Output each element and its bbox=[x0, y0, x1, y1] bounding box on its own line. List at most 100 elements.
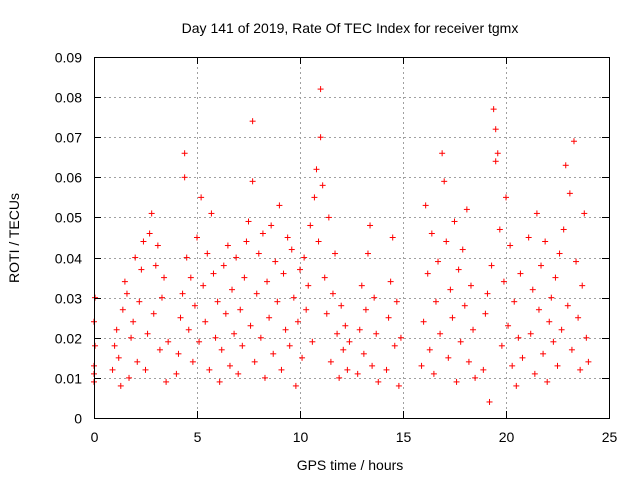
data-point bbox=[575, 314, 582, 321]
data-point bbox=[119, 306, 126, 313]
data-point bbox=[441, 178, 448, 185]
data-point bbox=[387, 278, 394, 285]
data-point bbox=[562, 162, 569, 169]
data-point bbox=[505, 322, 512, 329]
data-point bbox=[369, 362, 376, 369]
data-point bbox=[548, 294, 555, 301]
y-tick-label: 0.08 bbox=[55, 90, 82, 106]
data-point bbox=[525, 234, 532, 241]
data-point bbox=[507, 242, 514, 249]
data-point bbox=[418, 362, 425, 369]
y-tick-labels: 0 0.01 0.02 0.03 0.04 0.05 0.06 0.07 0.08 0.09 bbox=[55, 50, 82, 427]
grid-lines bbox=[94, 57, 609, 418]
data-point bbox=[311, 194, 318, 201]
data-point bbox=[175, 350, 182, 357]
y-tick-label: 0.03 bbox=[55, 291, 82, 307]
data-point bbox=[313, 166, 320, 173]
data-point bbox=[445, 354, 452, 361]
data-point bbox=[249, 178, 256, 185]
data-point bbox=[362, 306, 369, 313]
data-point bbox=[447, 286, 454, 293]
data-point bbox=[461, 302, 468, 309]
data-point bbox=[282, 326, 289, 333]
data-point bbox=[138, 266, 145, 273]
data-point bbox=[181, 150, 188, 157]
data-point bbox=[194, 234, 200, 241]
data-point bbox=[432, 298, 439, 305]
data-point bbox=[297, 266, 303, 273]
data-point bbox=[556, 250, 563, 257]
data-point bbox=[270, 350, 277, 357]
x-tick-labels: 0 5 10 15 20 25 bbox=[91, 429, 618, 445]
data-point bbox=[204, 250, 211, 257]
data-point bbox=[435, 258, 442, 265]
data-point bbox=[568, 346, 575, 353]
data-point bbox=[239, 342, 246, 349]
y-tick-label: 0.09 bbox=[55, 50, 82, 66]
data-point bbox=[92, 294, 99, 301]
data-point bbox=[278, 366, 285, 373]
data-point bbox=[511, 298, 518, 305]
data-point bbox=[212, 334, 219, 341]
data-point bbox=[490, 106, 497, 113]
data-point bbox=[144, 330, 151, 337]
data-point bbox=[121, 278, 128, 285]
data-point bbox=[509, 362, 516, 369]
data-point bbox=[480, 366, 487, 373]
data-point bbox=[373, 330, 380, 337]
data-point bbox=[235, 370, 242, 377]
data-point bbox=[496, 226, 503, 233]
data-point bbox=[266, 314, 273, 321]
data-point bbox=[117, 382, 124, 389]
data-point bbox=[210, 270, 217, 277]
data-point bbox=[494, 150, 501, 157]
data-point bbox=[449, 314, 456, 321]
data-point bbox=[389, 234, 396, 241]
data-point bbox=[272, 258, 279, 265]
data-point bbox=[132, 254, 139, 261]
data-point bbox=[513, 382, 520, 389]
data-point bbox=[158, 294, 165, 301]
data-point bbox=[332, 250, 339, 257]
data-point bbox=[364, 250, 371, 257]
data-point bbox=[336, 374, 343, 381]
data-point bbox=[224, 242, 231, 249]
data-point bbox=[255, 250, 262, 257]
data-point bbox=[560, 226, 567, 233]
data-point bbox=[542, 238, 549, 245]
data-point bbox=[492, 126, 499, 133]
data-point bbox=[309, 338, 316, 345]
data-point bbox=[247, 322, 254, 329]
data-point bbox=[198, 194, 205, 201]
data-point bbox=[531, 370, 538, 377]
data-point bbox=[229, 286, 236, 293]
data-point bbox=[424, 270, 431, 277]
data-point bbox=[191, 302, 198, 309]
data-point bbox=[579, 282, 586, 289]
data-point bbox=[570, 138, 577, 145]
data-point bbox=[329, 290, 336, 297]
data-point bbox=[354, 370, 361, 377]
x-tick-label: 20 bbox=[499, 429, 515, 445]
data-point bbox=[453, 378, 460, 385]
data-point bbox=[503, 194, 509, 201]
data-point bbox=[470, 326, 477, 333]
data-point bbox=[299, 354, 306, 361]
data-point bbox=[305, 282, 312, 289]
data-point bbox=[109, 366, 116, 373]
data-point bbox=[540, 350, 547, 357]
data-point bbox=[426, 346, 433, 353]
y-tick-label: 0.01 bbox=[55, 371, 82, 387]
data-point bbox=[500, 278, 507, 285]
plot-frame bbox=[94, 57, 610, 419]
y-tick-label: 0.07 bbox=[55, 130, 82, 146]
data-point bbox=[577, 366, 584, 373]
data-point bbox=[420, 318, 427, 325]
y-tick-label: 0.06 bbox=[55, 170, 82, 186]
data-point bbox=[259, 230, 266, 237]
data-point bbox=[583, 334, 590, 341]
data-point bbox=[338, 302, 345, 309]
x-tick-label: 0 bbox=[91, 429, 99, 445]
y-tick-label: 0.04 bbox=[55, 251, 82, 267]
data-point bbox=[544, 378, 551, 385]
